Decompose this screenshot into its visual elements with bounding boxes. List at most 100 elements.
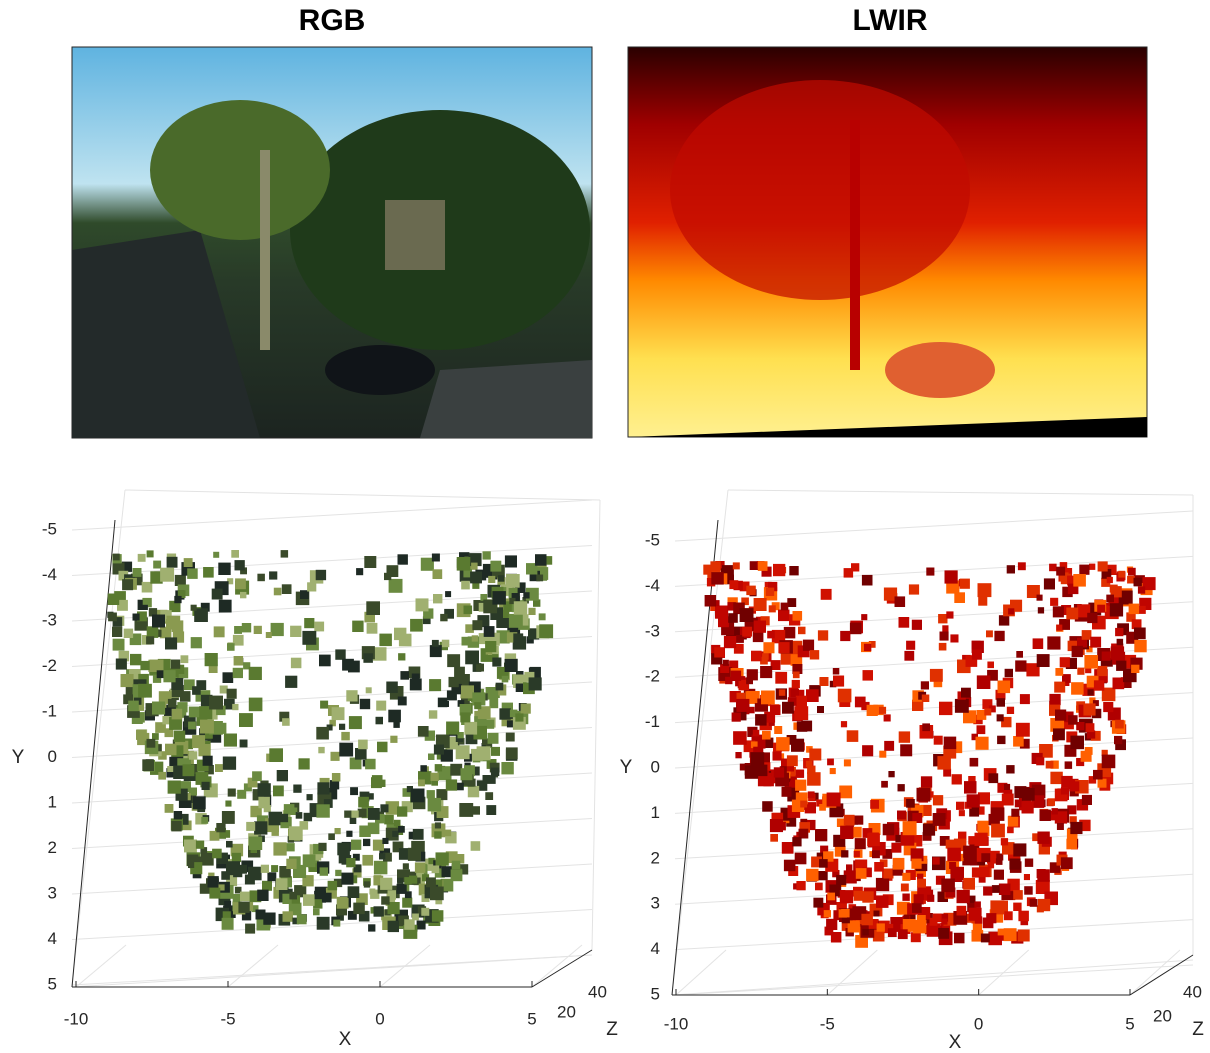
cloud-point [1079,565,1089,575]
cloud-point [855,838,866,849]
cloud-point [818,871,827,880]
cloud-point [371,777,382,788]
cloud-point [808,791,815,798]
x-tick-label: 0 [974,1014,983,1033]
cloud-point [367,623,378,634]
cloud-point [313,909,320,916]
cloud-point [792,837,801,846]
cloud-point [472,620,482,630]
cloud-point [332,773,341,782]
grid-line [676,950,726,995]
cloud-point [874,862,884,872]
cloud-point [732,713,741,722]
cloud-point [824,910,831,917]
cloud-point [740,608,754,622]
cloud-point [787,598,796,607]
cloud-point [1050,772,1062,784]
cloud-point [806,689,819,702]
cloud-point [1050,598,1058,606]
cloud-point [956,802,964,810]
cloud-point [946,840,955,849]
cloud-point [1030,899,1038,907]
cloud-point [927,895,934,902]
y-tick-label: -4 [645,576,660,595]
lwir-image [628,47,1147,437]
cloud-point [438,698,448,708]
cloud-point [735,752,741,758]
y-tick-label: -4 [42,565,57,584]
cloud-point [1024,886,1033,895]
cloud-point [830,768,836,774]
cloud-point [296,812,303,819]
cloud-point [157,670,165,678]
cloud-point [939,702,952,715]
cloud-point [276,878,288,890]
cloud-point [997,714,1004,721]
cloud-point [782,787,792,797]
cloud-point [471,563,478,570]
cloud-point [1061,857,1073,869]
cloud-point [446,722,459,735]
cloud-point [471,841,481,851]
cloud-point [872,850,880,858]
cloud-point [930,918,938,926]
cloud-point [1128,568,1136,576]
cloud-point [793,672,800,679]
cloud-point [1065,761,1073,769]
y-tick-label: 4 [48,929,57,948]
cloud-point [380,804,388,812]
cloud-point [459,803,473,817]
cloud-point [397,806,407,816]
cloud-point [784,627,796,639]
cloud-point [1097,605,1105,613]
cloud-point [404,919,415,930]
cloud-point [291,658,302,669]
cloud-point [271,865,278,872]
cloud-point [967,794,980,807]
cloud-point [382,838,388,844]
cloud-point [411,789,425,803]
cloud-point [729,580,738,589]
cloud-point [366,601,380,615]
grid-line [1130,950,1180,995]
cloud-point [862,891,873,902]
cloud-point [188,722,196,730]
cloud-point [400,671,409,680]
cloud-point [420,765,427,772]
cloud-point [237,790,246,799]
cloud-point [183,764,195,776]
cloud-point [289,826,303,840]
cloud-point [762,731,771,740]
cloud-point [318,843,326,851]
cloud-point [108,613,117,622]
cloud-point [213,552,219,558]
cloud-point [1056,625,1062,631]
z-tick-label: 20 [1153,1006,1172,1025]
cloud-point [421,908,429,916]
cloud-point [718,616,729,627]
cloud-point [200,720,214,734]
cloud-point [877,923,885,931]
cloud-point [874,911,880,917]
cloud-point [1016,723,1030,737]
cloud-point [232,853,241,862]
cloud-point [509,614,523,628]
cloud-point [210,831,220,841]
cloud-point [339,743,353,757]
cloud-point [883,824,895,836]
cloud-point [1082,630,1092,640]
cloud-point [108,594,120,606]
cloud-point [836,875,846,885]
cloud-point [332,707,345,720]
cloud-point [1086,723,1095,732]
cloud-point [714,647,724,657]
cloud-point [1084,655,1098,669]
axis-edge [592,500,600,950]
cloud-point [818,630,828,640]
cloud-point [376,717,384,725]
cloud-point [761,691,775,705]
cloud-point [736,699,749,712]
cloud-point [976,737,989,750]
cloud-point [398,554,408,564]
cloud-point [941,919,947,925]
